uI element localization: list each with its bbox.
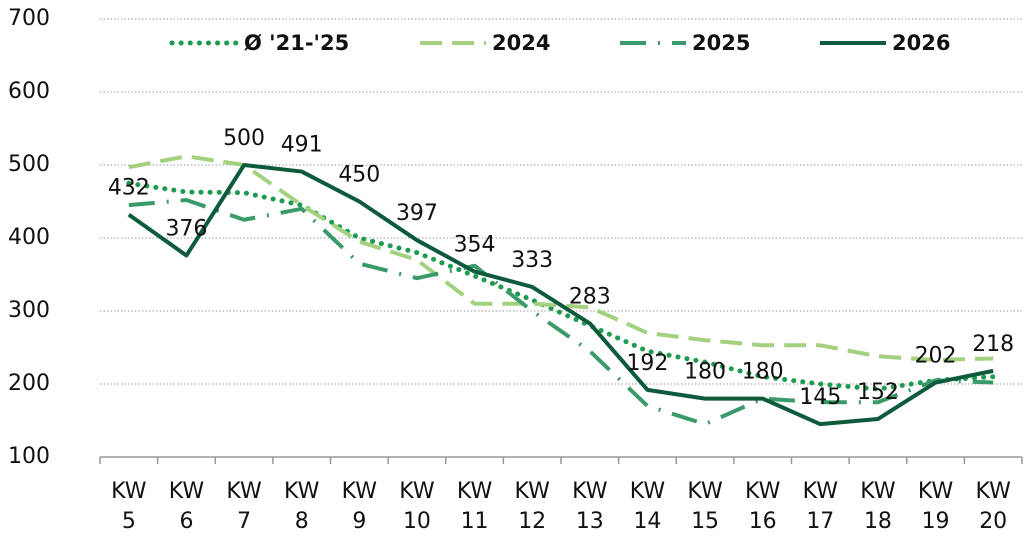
x-tick-label: KW 5 xyxy=(111,479,147,534)
x-tick-label: KW 13 xyxy=(572,479,608,534)
data-label: 152 xyxy=(857,380,899,405)
data-label: 376 xyxy=(165,217,207,242)
x-tick-label: KW 8 xyxy=(283,479,320,534)
legend-label: Ø '21-'25 xyxy=(244,31,349,55)
y-tick-label: 400 xyxy=(8,225,50,250)
data-label: 202 xyxy=(915,344,957,369)
y-tick-label: 700 xyxy=(8,6,50,31)
data-label: 218 xyxy=(972,332,1014,357)
data-label: 145 xyxy=(799,385,841,410)
data-label: 432 xyxy=(108,176,150,201)
data-label: 283 xyxy=(569,284,611,309)
data-label: 500 xyxy=(223,126,265,151)
y-tick-label: 500 xyxy=(8,152,50,177)
x-tick-label: KW 11 xyxy=(456,479,493,534)
legend-label: 2026 xyxy=(892,31,950,55)
x-tick-label: KW 17 xyxy=(802,479,839,534)
series-line xyxy=(127,163,994,427)
x-tick-label: KW 12 xyxy=(514,479,550,534)
x-tick-label: KW 16 xyxy=(744,479,781,534)
series-line xyxy=(126,180,996,392)
series-line xyxy=(128,154,994,362)
data-label: 180 xyxy=(684,360,726,385)
data-label: 491 xyxy=(281,133,323,158)
y-tick-label: 200 xyxy=(8,371,50,396)
data-label: 180 xyxy=(742,360,784,385)
x-tick-label: KW 9 xyxy=(341,479,378,534)
x-tick-label: KW 20 xyxy=(975,479,1011,534)
x-tick-label: KW 15 xyxy=(687,479,723,534)
x-tick-label: KW 19 xyxy=(917,479,954,534)
x-tick-label: KW 7 xyxy=(226,479,262,534)
data-label: 354 xyxy=(454,233,496,258)
data-label: 397 xyxy=(396,201,438,226)
x-tick-label: KW 14 xyxy=(629,479,666,534)
y-tick-label: 600 xyxy=(8,79,50,104)
data-label: 192 xyxy=(626,351,668,376)
series-line xyxy=(128,198,994,427)
legend-label: 2025 xyxy=(692,31,750,55)
data-label: 450 xyxy=(338,163,380,188)
y-tick-label: 300 xyxy=(8,298,50,323)
y-tick-label: 100 xyxy=(8,444,50,469)
x-tick-label: KW 10 xyxy=(399,479,435,534)
x-tick-label: KW 18 xyxy=(860,479,896,534)
legend-label: 2024 xyxy=(492,31,550,55)
data-label: 333 xyxy=(511,248,553,273)
x-tick-label: KW 6 xyxy=(168,479,205,534)
